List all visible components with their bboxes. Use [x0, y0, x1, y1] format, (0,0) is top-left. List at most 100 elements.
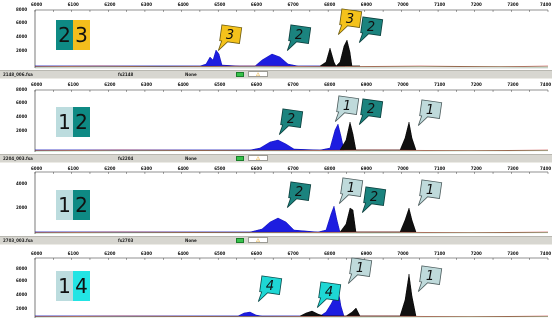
- electropherogram-panel-3: 4000 2000 1 2 2 1 2 1: [0, 164, 552, 244]
- allele-tag: 2: [358, 98, 384, 125]
- sizing-ok-button[interactable]: [236, 156, 244, 161]
- x-tick-label: 6600: [250, 166, 262, 171]
- electropherogram-panel-1: 8000 6000 4000 2000 2 3 3 2 3 2: [0, 0, 552, 80]
- x-tick-label: 6000: [31, 251, 43, 256]
- x-tick-label: 6100: [67, 166, 79, 171]
- y-tick-label: 2000: [16, 205, 28, 210]
- x-tick-label: 7200: [470, 251, 482, 256]
- allele-tag: 3: [217, 24, 243, 51]
- x-tick-label: 7100: [434, 166, 446, 171]
- y-tick-label: 6000: [16, 20, 28, 25]
- tag-label: 2: [367, 102, 375, 117]
- tag-label: 4: [325, 285, 333, 300]
- x-tick-label: 6000: [31, 166, 43, 171]
- x-tick-label: 6000: [31, 82, 43, 87]
- allele-badge: 1 2: [56, 190, 90, 220]
- blue-trace: [35, 205, 341, 233]
- warning-icon[interactable]: ⚠: [248, 237, 268, 244]
- x-tick-label: 7200: [470, 82, 482, 87]
- x-tick-label: 6400: [177, 251, 189, 256]
- tag-label: 2: [287, 112, 295, 127]
- x-tick-label: 6200: [104, 251, 116, 256]
- x-tick-label: 6200: [104, 82, 116, 87]
- badge-cell: 2: [73, 107, 90, 137]
- x-tick-label: 7400: [540, 166, 552, 171]
- electropherogram-panel-2: 8000 6000 4000 2000 1 2 2 1 2 1: [0, 80, 552, 160]
- tag-label: 1: [347, 181, 355, 196]
- y-tick-label: 4000: [16, 181, 28, 186]
- tag-label: 3: [346, 12, 354, 27]
- trace-plot-4: [34, 257, 549, 318]
- allele-tag: 4: [257, 275, 283, 302]
- tag-label: 2: [370, 190, 378, 205]
- x-tick-label: 7400: [540, 2, 552, 7]
- black-trace: [299, 273, 417, 317]
- x-tick-label: 6500: [214, 2, 226, 7]
- warning-icon[interactable]: ⚠: [248, 71, 268, 78]
- allele-tag: 2: [358, 16, 384, 43]
- x-tick-label: 6400: [177, 2, 189, 7]
- x-tick-label: 6900: [360, 251, 372, 256]
- badge-cell: 1: [56, 271, 73, 301]
- trace-plot-1: [34, 9, 549, 69]
- allele-tag: 2: [278, 108, 304, 135]
- allele-tag: 1: [417, 99, 443, 126]
- y-tick-label: 8000: [16, 266, 28, 271]
- status-bar: 2703_003.fsa fs2703 None ⚠: [0, 236, 552, 245]
- y-tick-label: 4000: [16, 114, 28, 119]
- x-tick-label: 6800: [324, 166, 336, 171]
- allele-tag: 1: [334, 95, 360, 122]
- x-tick-label: 7000: [397, 251, 409, 256]
- status-label: None: [185, 156, 197, 161]
- tag-label: 4: [266, 279, 274, 294]
- electropherogram-panel-4: 8000 6000 4000 2000 1 4 4 4 1 1: [0, 246, 552, 323]
- x-tick-label: 7100: [434, 2, 446, 7]
- x-tick-label: 6100: [67, 82, 79, 87]
- y-tick-label: 2000: [16, 306, 28, 311]
- badge-cell: 1: [56, 190, 73, 220]
- allele-badge: 1 4: [56, 271, 90, 301]
- x-tick-label: 7100: [434, 251, 446, 256]
- tag-label: 3: [226, 28, 234, 43]
- allele-tag: 1: [417, 265, 443, 292]
- allele-tag: 1: [417, 179, 443, 206]
- x-tick-label: 6200: [104, 2, 116, 7]
- y-tick-label: 2000: [16, 48, 28, 53]
- x-tick-label: 6900: [360, 166, 372, 171]
- x-tick-label: 6200: [104, 166, 116, 171]
- tag-label: 1: [426, 183, 434, 198]
- sizing-ok-button[interactable]: [236, 238, 244, 243]
- x-tick-label: 6600: [250, 82, 262, 87]
- badge-cell: 2: [56, 20, 73, 50]
- sample-code: fs2703: [118, 238, 134, 243]
- warning-icon[interactable]: ⚠: [248, 155, 268, 162]
- x-tick-label: 6500: [214, 82, 226, 87]
- sample-code: fs2148: [118, 72, 134, 77]
- x-tick-label: 6900: [360, 2, 372, 7]
- x-tick-label: 7300: [507, 2, 519, 7]
- x-tick-label: 6500: [214, 166, 226, 171]
- x-tick-label: 6600: [250, 2, 262, 7]
- x-tick-label: 6300: [140, 166, 153, 171]
- blue-trace: [35, 287, 345, 317]
- sizing-ok-button[interactable]: [236, 72, 244, 77]
- x-tick-label: 7000: [397, 166, 409, 171]
- tag-label: 1: [356, 261, 364, 276]
- allele-tag: 1: [338, 177, 364, 204]
- status-bar: 2204_003.fsa fs2204 None ⚠: [0, 154, 552, 163]
- x-tick-label: 7100: [434, 82, 446, 87]
- x-tick-label: 7200: [470, 166, 482, 171]
- x-tick-label: 6700: [287, 251, 299, 256]
- x-tick-label: 7200: [470, 2, 482, 7]
- y-tick-label: 4000: [16, 34, 28, 39]
- status-bar: 2148_006.fsa fs2148 None ⚠: [0, 70, 552, 79]
- x-tick-label: 7400: [540, 82, 552, 87]
- x-tick-label: 6300: [140, 251, 153, 256]
- trace-plot-3: [34, 171, 549, 234]
- x-tick-label: 6700: [287, 82, 299, 87]
- tag-label: 1: [343, 99, 351, 114]
- allele-tag: 1: [347, 257, 373, 284]
- allele-tag: 3: [337, 8, 363, 35]
- x-tick-label: 6400: [177, 82, 189, 87]
- tag-label: 1: [426, 269, 434, 284]
